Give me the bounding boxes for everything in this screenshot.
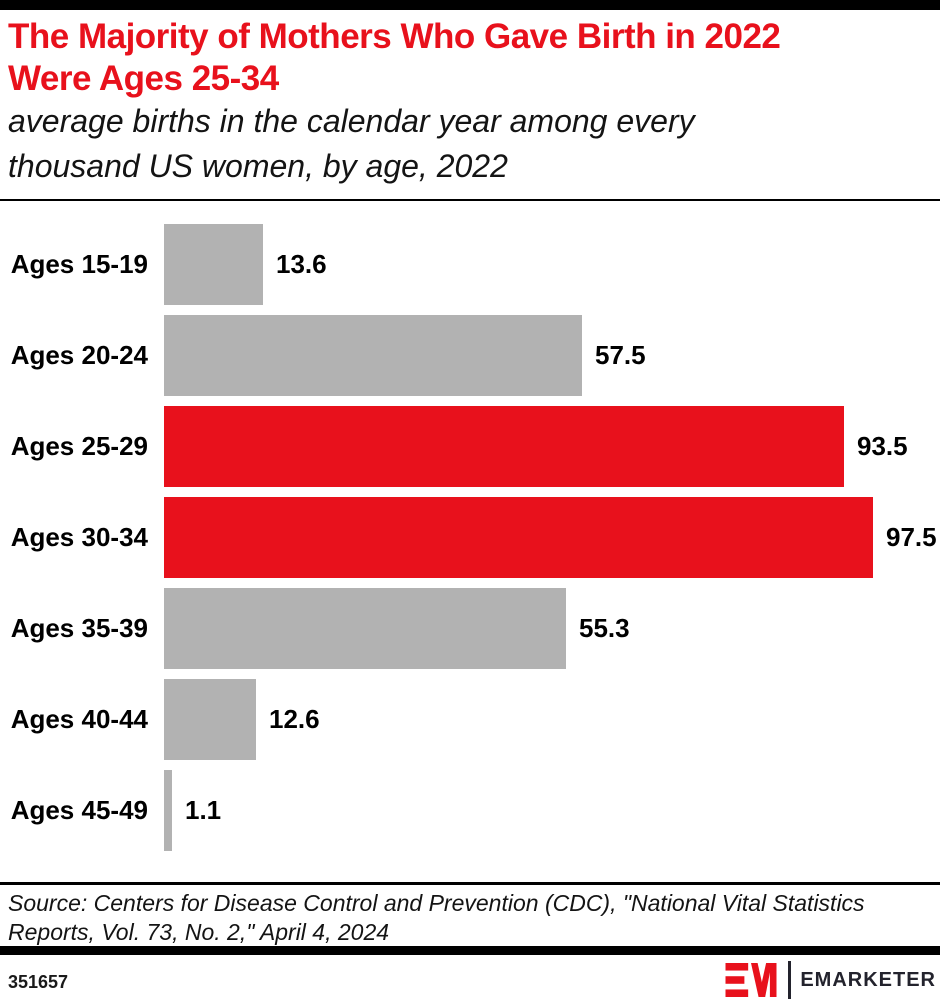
- source-line-1: Source: Centers for Disease Control and …: [8, 890, 865, 916]
- chart-row: Ages 45-49 1.1: [0, 770, 940, 851]
- source-citation: Source: Centers for Disease Control and …: [8, 889, 865, 947]
- category-label: Ages 45-49: [10, 795, 148, 825]
- emarketer-wordmark: EMARKETER: [800, 968, 936, 991]
- chart-subtitle-line-2: thousand US women, by age, 2022: [8, 148, 508, 184]
- logo-separator: [788, 961, 792, 999]
- chart-id-number: 351657: [8, 972, 69, 992]
- top-black-bar: [0, 0, 940, 10]
- bar-ages-45-49: [164, 770, 172, 851]
- category-label: Ages 35-39: [10, 613, 148, 643]
- category-label: Ages 20-24: [10, 340, 148, 370]
- bar-ages-20-24: [164, 315, 582, 396]
- bar-ages-15-19: [164, 224, 263, 305]
- emarketer-logo: EMARKETER: [725, 961, 936, 999]
- bar-ages-30-34: [164, 497, 873, 578]
- bar-ages-35-39: [164, 588, 566, 669]
- value-label: 12.6: [269, 704, 320, 734]
- chart-row: Ages 30-34 97.5: [0, 497, 940, 578]
- value-label: 55.3: [579, 613, 630, 643]
- chart-subtitle-line-1: average births in the calendar year amon…: [8, 103, 695, 139]
- chart-title-line-1: The Majority of Mothers Who Gave Birth i…: [8, 17, 781, 56]
- chart-title: The Majority of Mothers Who Gave Birth i…: [8, 16, 781, 100]
- value-label: 93.5: [857, 431, 908, 461]
- chart-row: Ages 20-24 57.5: [0, 315, 940, 396]
- bar-ages-40-44: [164, 679, 256, 760]
- value-label: 57.5: [595, 340, 646, 370]
- chart-row: Ages 15-19 13.6: [0, 224, 940, 305]
- source-divider-line: [0, 882, 940, 885]
- category-label: Ages 30-34: [10, 522, 148, 552]
- category-label: Ages 40-44: [10, 704, 148, 734]
- value-label: 13.6: [276, 249, 327, 279]
- category-label: Ages 15-19: [10, 249, 148, 279]
- emarketer-monogram-icon: [725, 963, 777, 997]
- category-label: Ages 25-29: [10, 431, 148, 461]
- value-label: 97.5: [886, 522, 937, 552]
- header-divider-line: [0, 199, 940, 201]
- horizontal-bar-chart: Ages 15-19 13.6 Ages 20-24 57.5 Ages 25-29 93…: [0, 224, 940, 854]
- chart-row: Ages 25-29 93.5: [0, 406, 940, 487]
- source-line-2: Reports, Vol. 73, No. 2," April 4, 2024: [8, 919, 390, 945]
- chart-row: Ages 40-44 12.6: [0, 679, 940, 760]
- footer-black-bar: [0, 946, 940, 955]
- bar-ages-25-29: [164, 406, 844, 487]
- chart-title-line-2: Were Ages 25-34: [8, 59, 279, 98]
- chart-subtitle: average births in the calendar year amon…: [8, 99, 695, 189]
- chart-row: Ages 35-39 55.3: [0, 588, 940, 669]
- value-label: 1.1: [185, 795, 222, 825]
